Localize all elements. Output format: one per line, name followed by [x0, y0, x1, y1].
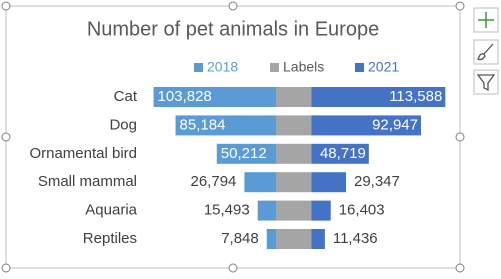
data-label: 29,347	[354, 173, 400, 190]
data-label: 103,828	[158, 88, 212, 105]
chart-filters-button[interactable]	[473, 69, 499, 95]
bar-2018	[266, 229, 276, 249]
legend-label: 2018	[207, 59, 238, 75]
data-label: 16,403	[339, 202, 385, 219]
data-label: 11,436	[333, 230, 378, 247]
data-label: 85,184	[180, 116, 226, 133]
data-label: 92,947	[372, 116, 418, 133]
data-label: 113,588	[389, 88, 442, 105]
legend-label: Labels	[283, 59, 324, 75]
bar-labels	[276, 115, 312, 136]
data-label: 48,719	[320, 145, 366, 162]
legend-swatch	[194, 63, 203, 72]
legend-label: 2021	[368, 59, 399, 75]
chart-area[interactable]	[5, 5, 461, 269]
bar-2018	[153, 87, 276, 107]
category-label: Cat	[114, 88, 138, 105]
category-label: Reptiles	[83, 230, 137, 247]
bar-2021	[311, 87, 446, 107]
bar-labels	[276, 172, 312, 193]
bar-2018	[257, 200, 276, 221]
bar-2021	[311, 172, 346, 193]
bar-2018	[216, 143, 276, 164]
data-label: 7,848	[221, 230, 259, 247]
category-label: Small mammal	[38, 173, 137, 190]
category-label: Aquaria	[85, 202, 137, 219]
legend-swatch	[270, 63, 279, 72]
data-label: 15,493	[204, 202, 250, 219]
selection-handles[interactable]	[1, 1, 465, 273]
chart-styles-button[interactable]	[473, 39, 499, 65]
data-label: 26,794	[191, 173, 237, 190]
bar-2021	[311, 115, 421, 136]
bar-labels	[276, 229, 312, 249]
data-label: 50,212	[221, 145, 267, 162]
bar-2021	[311, 143, 369, 164]
bar-2021	[311, 200, 331, 221]
chart-elements-button[interactable]	[473, 7, 499, 33]
legend-swatch	[355, 63, 364, 72]
bar-labels	[276, 143, 312, 164]
bar-2021	[311, 229, 325, 249]
category-label: Dog	[109, 116, 137, 133]
bar-labels	[276, 200, 312, 221]
chart-title: Number of pet animals in Europe	[87, 18, 379, 40]
bar-2018	[175, 115, 276, 136]
bar-labels	[276, 87, 312, 107]
category-label: Ornamental bird	[29, 145, 137, 162]
bar-2018	[244, 172, 276, 193]
